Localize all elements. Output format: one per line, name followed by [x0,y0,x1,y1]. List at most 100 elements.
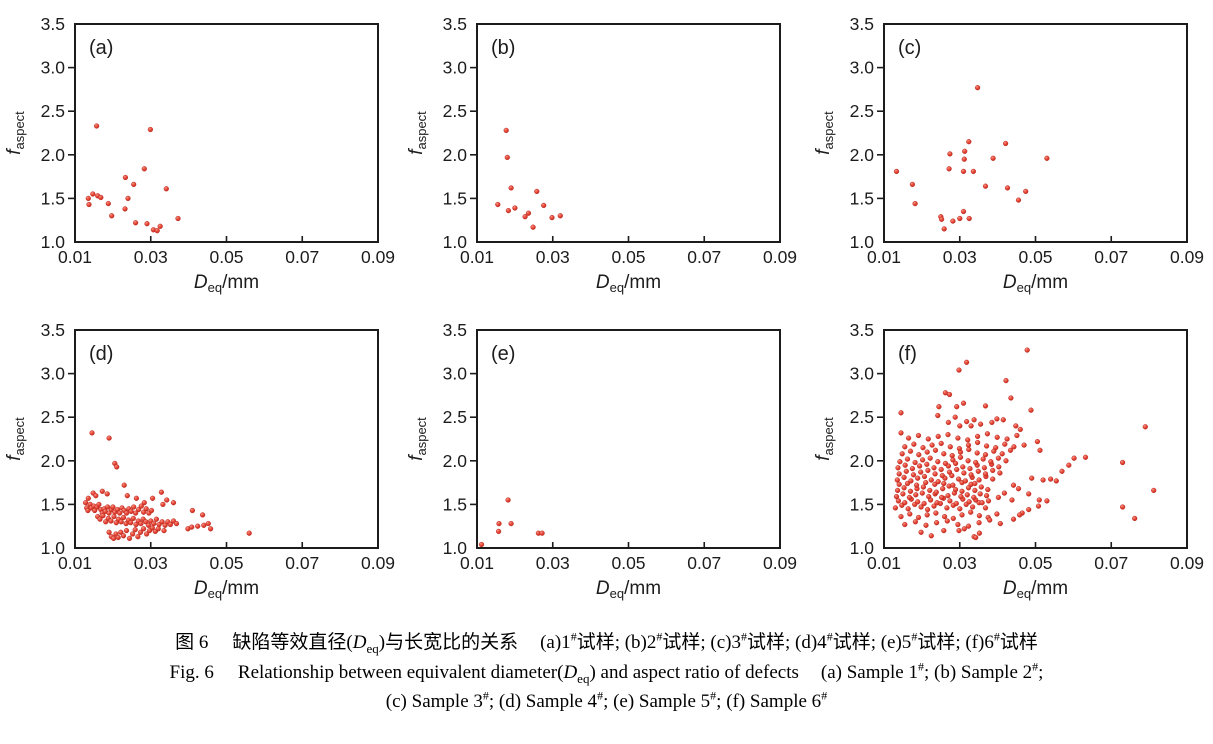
data-point [118,529,124,535]
data-point [911,441,917,447]
y-tick-label: 2.5 [443,407,467,427]
data-point [975,85,981,91]
data-point [897,459,903,465]
data-point [1071,455,1077,461]
caption-en-title-post: ) and aspect ratio of defects [589,662,799,683]
data-point [1053,478,1059,484]
data-point [124,493,130,499]
data-point [86,201,92,208]
data-point [993,445,999,451]
caption-sample-item-part: # [917,659,924,674]
data-point [1003,377,1009,384]
data-point [208,526,214,532]
data-point [136,507,142,513]
data-point [141,509,147,515]
data-point [947,151,953,157]
caption-sample-item-part: ; [923,662,934,683]
data-point [530,224,536,230]
data-point [923,522,929,528]
data-point [155,526,161,532]
x-tick-label: 0.07 [687,247,721,267]
data-point [1142,424,1148,430]
data-point [159,519,165,525]
caption-sample-item-part: ; [1038,662,1044,683]
data-point [966,499,972,505]
caption-sample-item-part: ; [488,691,499,712]
caption-sample-item-part: 试样; [832,632,881,653]
x-axis-title: Deq/mm [596,272,661,295]
data-point [161,528,167,534]
data-point [972,487,978,494]
data-point [961,156,967,162]
data-point [941,226,947,232]
data-point [924,507,931,513]
data-point [994,434,1000,440]
caption-zh-sample-items: (a)1#试样; (b)2#试样; (c)3#试样; (d)4#试样; (e)5… [540,631,1038,653]
x-tick-label: 0.09 [763,553,797,573]
data-point [902,444,908,450]
caption-sample-item-part: (b) Sample 2 [934,662,1033,683]
scatter-points [82,430,252,542]
panel-letter-label: (d) [89,343,113,365]
data-point [927,455,933,461]
data-point [1015,197,1022,203]
data-point [916,452,922,458]
data-point [1007,447,1014,453]
data-point [947,498,953,504]
x-tick-label: 0.09 [1170,553,1204,573]
y-axis-title: faspect [813,111,836,155]
data-point [893,494,900,500]
scatter-panel-c: 0.01 0.03 0.05 0.07 0.09 1.0 1.5 2.0 2.5 3.0 3.5 (c… [813,14,1204,295]
data-point [1029,475,1035,481]
data-point [924,512,930,518]
data-point [1023,188,1029,195]
data-point [115,534,121,541]
data-point [144,531,150,537]
data-point [508,185,514,191]
data-point [978,421,984,427]
data-point [957,506,963,512]
data-point [1010,516,1017,522]
data-point [982,452,989,458]
x-tick-label: 0.07 [285,247,319,267]
data-point [935,479,941,485]
y-tick-label: 3.5 [41,320,65,340]
y-tick-label: 1.0 [443,538,468,558]
data-point [975,433,981,439]
panel-letter-label: (e) [491,343,515,365]
x-axis-title: Deq/mm [194,272,259,295]
data-point [941,480,947,487]
x-tick-label: 0.03 [943,553,977,573]
y-tick-label: 3.0 [443,58,468,78]
data-point [915,475,921,481]
data-point [910,472,917,478]
y-tick-label: 1.0 [41,538,66,558]
data-point [954,404,960,410]
data-point [988,459,994,465]
caption-sample-item-part: # [597,688,604,703]
x-tick-label: 0.01 [58,247,92,267]
x-tick-label: 0.07 [1094,553,1128,573]
caption-en-d-subscript: eq [577,670,590,686]
data-point [936,404,942,410]
data-point [980,456,986,462]
data-point [906,494,913,501]
data-point [933,489,939,495]
data-point [117,510,123,516]
x-tick-label: 0.01 [460,553,494,573]
data-point [912,459,918,466]
caption-sample-item-part: (f)6 [965,632,994,653]
y-tick-label: 2.0 [850,451,875,471]
data-point [968,472,974,478]
data-point [85,507,91,514]
x-axis-title: Deq/mm [1003,272,1068,295]
data-point [938,466,944,473]
data-point [953,487,959,493]
data-point [972,480,978,487]
data-point [1008,395,1014,401]
data-point [964,359,970,365]
data-point [907,511,913,517]
scatter-points [893,85,1050,232]
data-point [989,419,995,426]
x-tick-label: 0.07 [1094,247,1128,267]
